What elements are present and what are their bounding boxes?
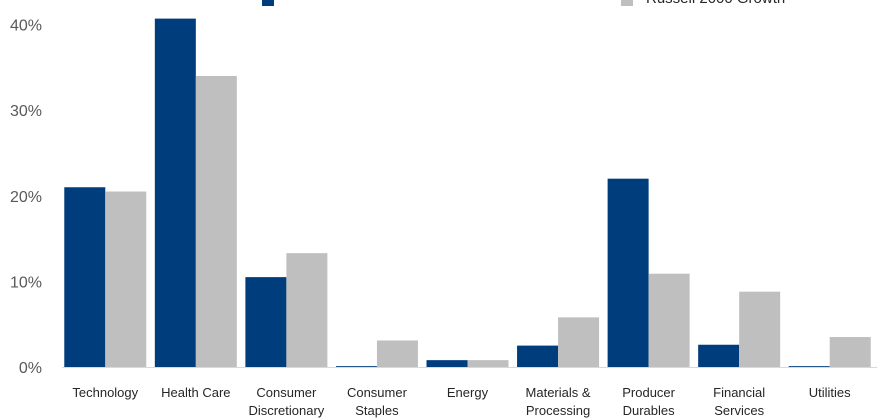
x-tick-label: Processing [526,403,590,418]
legend: Russell 2000 Growth [262,0,785,7]
bar-series-1 [245,277,287,367]
x-tick-label: Health Care [161,385,230,400]
bar-series-1 [517,345,559,367]
x-tick-label: Producer [622,385,675,400]
bar-series-1 [607,178,649,367]
bar-series-1 [426,360,468,367]
x-tick-label: Materials & [526,385,591,400]
bar-series-2 [195,75,237,368]
x-tick-label: Durables [623,403,676,418]
x-tick-label: Energy [447,385,489,400]
bar-series-2 [467,360,509,367]
bars [64,18,871,368]
bar-series-2 [829,337,871,367]
y-tick-label: 0% [19,360,42,377]
bar-series-2 [648,273,690,367]
x-axis: Technology Health Care Consumer Discretiona… [72,385,851,418]
y-tick-label: 10% [10,274,42,291]
bar-series-1 [335,366,377,367]
y-tick-label: 30% [10,103,42,120]
x-tick-label: Consumer [256,385,317,400]
bar-series-1 [788,366,830,367]
x-tick-label: Staples [355,403,399,418]
legend-swatch-series-2 [621,0,633,6]
x-tick-label: Financial [713,385,765,400]
bar-series-2 [558,317,600,367]
legend-swatch-series-1 [262,0,274,6]
bar-series-2 [739,291,781,367]
bar-series-2 [376,340,418,367]
x-tick-label: Discretionary [248,403,324,418]
x-tick-label: Utilities [809,385,851,400]
y-tick-label: 20% [10,189,42,206]
y-tick-label: 40% [10,18,42,35]
x-tick-label: Technology [72,385,138,400]
legend-label-series-2: Russell 2000 Growth [646,0,785,7]
x-tick-label: Consumer [347,385,408,400]
bar-series-1 [64,187,106,367]
y-axis: 0% 10% 20% 30% 40% [10,18,42,377]
x-tick-label: Services [714,403,764,418]
bar-series-1 [698,344,740,367]
bar-series-1 [154,18,196,367]
bar-series-2 [105,191,147,367]
bar-series-2 [286,253,328,367]
